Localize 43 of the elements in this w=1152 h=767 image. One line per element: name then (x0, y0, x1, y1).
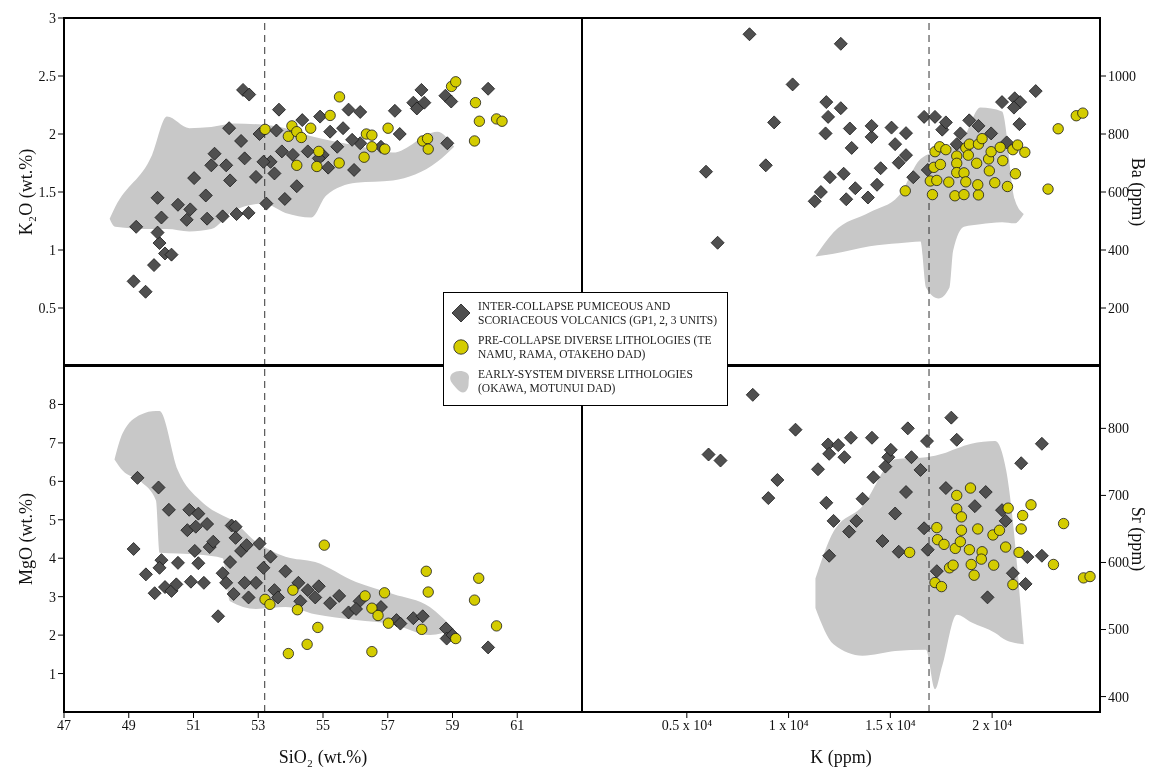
x-tick-label: 2 x 10⁴ (972, 717, 1013, 733)
x-tick-label: 59 (445, 717, 460, 733)
x-tick-label: 49 (121, 717, 136, 733)
y-tick-label: 5 (49, 512, 56, 528)
y2-tick-label: 1000 (1108, 68, 1136, 84)
y2-tick-label: 800 (1108, 421, 1129, 437)
y2-tick-label: 800 (1108, 126, 1129, 142)
y-tick-label: 3 (49, 589, 56, 605)
x-tick-label: 61 (510, 717, 525, 733)
y-tick-label: 2 (49, 126, 56, 142)
y2-tick-label: 500 (1108, 622, 1129, 638)
y-tick-label: 1 (49, 666, 56, 682)
x-tick-label: 57 (380, 717, 395, 733)
y-tick-label: 8 (49, 397, 56, 413)
y2-tick-label: 200 (1108, 300, 1129, 316)
y-axis-title: K₂O (wt.%) (16, 148, 38, 236)
y-tick-label: 6 (49, 474, 56, 490)
y-tick-label: 1.5 (38, 184, 56, 200)
legend-label: PRE-COLLAPSE DIVERSE LITHOLOGIES (TE NAMU, RAMA, OTAKEHO DAD) (478, 333, 713, 361)
y-tick-label: 4 (49, 551, 56, 567)
legend-label: INTER-COLLAPSE PUMICEOUS AND SCORIACEOUS VOLCANICS (GP1, 2, 3 UNITS) (478, 299, 718, 327)
x-tick-label: 1 x 10⁴ (768, 717, 809, 733)
y-tick-label: 1 (49, 242, 56, 258)
y-tick-label: 0.5 (38, 300, 56, 316)
y-tick-label: 2.5 (38, 68, 56, 84)
y2-tick-label: 400 (1108, 689, 1129, 705)
y2-tick-label: 400 (1108, 242, 1129, 258)
x-tick-label: 55 (316, 717, 330, 733)
y2-tick-label: 600 (1108, 555, 1129, 571)
x-tick-label: 51 (186, 717, 201, 733)
y-axis-title: MgO (wt.%) (16, 493, 38, 585)
x-tick-label: 53 (251, 717, 266, 733)
x-axis-title: SiO₂ (wt.%) (278, 747, 368, 767)
x-tick-label: 0.5 x 10⁴ (661, 717, 713, 733)
legend-label: EARLY-SYSTEM DIVERSE LITHOLOGIES (OKAWA, MOTUNUI DAD) (478, 367, 694, 395)
y2-tick-label: 600 (1108, 184, 1129, 200)
y-tick-label: 2 (49, 628, 56, 644)
y-tick-label: 3 (49, 10, 56, 26)
x-tick-label: 47 (57, 717, 71, 733)
x-axis-title: K (ppm) (810, 747, 872, 767)
y-tick-label: 7 (49, 435, 56, 451)
x-tick-label: 1.5 x 10⁴ (865, 717, 916, 733)
y2-tick-label: 700 (1108, 488, 1129, 504)
